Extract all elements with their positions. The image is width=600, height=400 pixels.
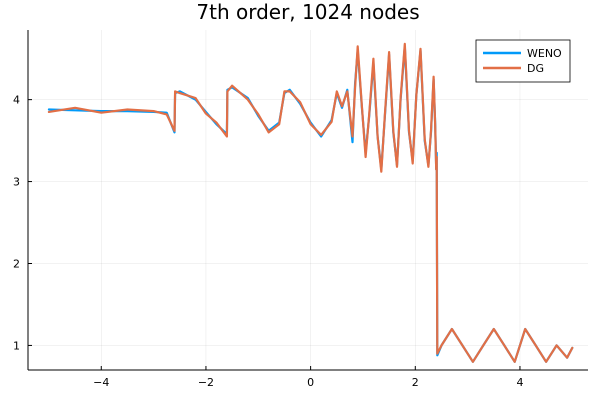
x-tick-label: 0 — [307, 376, 314, 389]
x-tick-label: 2 — [412, 376, 419, 389]
legend-box — [475, 39, 571, 83]
legend-label-weno: WENO — [527, 47, 562, 60]
legend: WENO DG — [475, 39, 571, 83]
y-tick-label: 1 — [13, 339, 20, 352]
series-group — [47, 42, 574, 363]
y-tick-label: 2 — [13, 257, 20, 270]
series-line-dg — [47, 42, 574, 363]
legend-label-dg: DG — [527, 62, 544, 75]
axes — [27, 30, 588, 371]
y-ticks: 1 2 3 4 — [13, 94, 32, 352]
x-tick-label: −4 — [93, 376, 109, 389]
y-tick-label: 3 — [13, 176, 20, 189]
x-tick-label: 4 — [516, 376, 523, 389]
x-tick-label: −2 — [198, 376, 214, 389]
x-ticks: −4 −2 0 2 4 — [93, 366, 523, 389]
grid — [28, 30, 588, 370]
chart-title: 7th order, 1024 nodes — [196, 0, 419, 24]
y-tick-label: 4 — [13, 94, 20, 107]
